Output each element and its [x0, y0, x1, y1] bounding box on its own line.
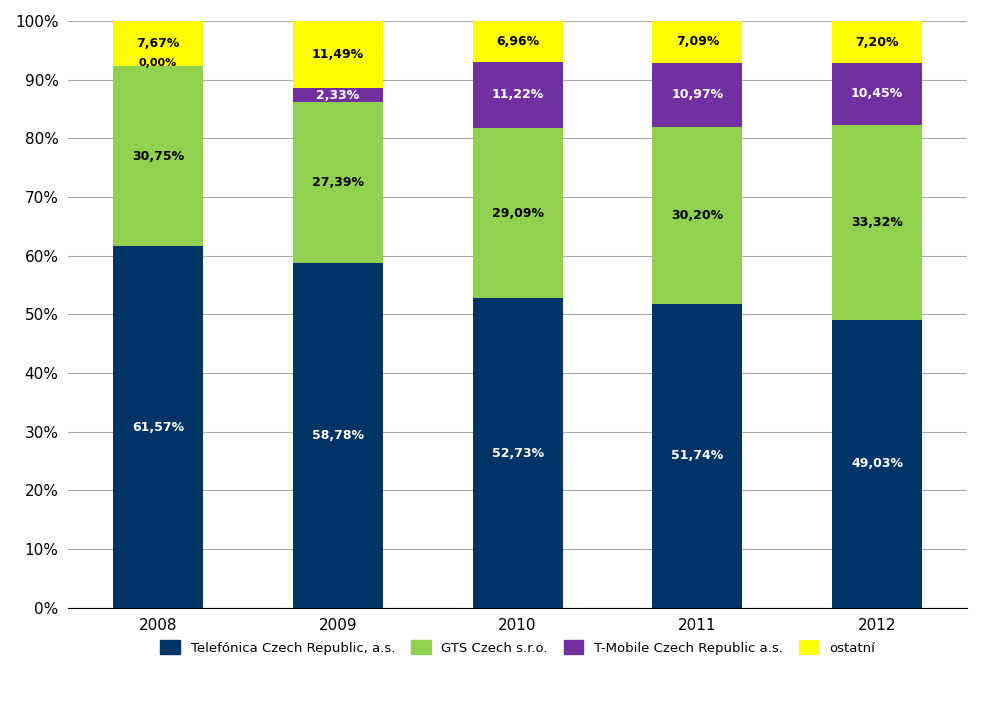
Text: 27,39%: 27,39% [312, 176, 364, 189]
Text: 49,03%: 49,03% [851, 458, 903, 471]
Bar [113, 21, 203, 66]
Text: 11,22%: 11,22% [491, 89, 544, 101]
Text: 30,75%: 30,75% [132, 150, 185, 163]
Bar [472, 62, 563, 128]
Text: 7,09%: 7,09% [676, 35, 719, 49]
Text: 30,20%: 30,20% [672, 209, 724, 222]
Text: 0,00%: 0,00% [139, 58, 177, 68]
Text: 11,49%: 11,49% [312, 49, 364, 61]
Bar [293, 102, 383, 263]
Text: 61,57%: 61,57% [132, 421, 185, 433]
Text: 2,33%: 2,33% [316, 89, 359, 102]
Bar [832, 124, 922, 320]
Bar [293, 263, 383, 608]
Bar [293, 89, 383, 102]
Text: 7,20%: 7,20% [855, 36, 899, 49]
Text: 51,74%: 51,74% [672, 450, 724, 463]
Bar [113, 66, 203, 246]
Legend: Telefónica Czech Republic, a.s., GTS Czech s.r.o., T-Mobile Czech Republic a.s.,: Telefónica Czech Republic, a.s., GTS Cze… [155, 635, 880, 660]
Text: 33,32%: 33,32% [851, 216, 903, 228]
Bar [652, 127, 742, 304]
Text: 58,78%: 58,78% [312, 429, 364, 442]
Bar [652, 304, 742, 608]
Text: 7,67%: 7,67% [136, 37, 180, 50]
Text: 10,45%: 10,45% [851, 87, 903, 101]
Bar [113, 246, 203, 608]
Bar [652, 63, 742, 127]
Text: 10,97%: 10,97% [672, 89, 724, 101]
Text: 29,09%: 29,09% [492, 206, 544, 219]
Text: 6,96%: 6,96% [496, 35, 539, 48]
Bar [472, 21, 563, 62]
Bar [832, 64, 922, 124]
Bar [652, 21, 742, 63]
Bar [293, 21, 383, 89]
Text: 52,73%: 52,73% [492, 446, 544, 460]
Bar [472, 128, 563, 298]
Bar [472, 298, 563, 608]
Bar [832, 320, 922, 608]
Bar [832, 21, 922, 64]
